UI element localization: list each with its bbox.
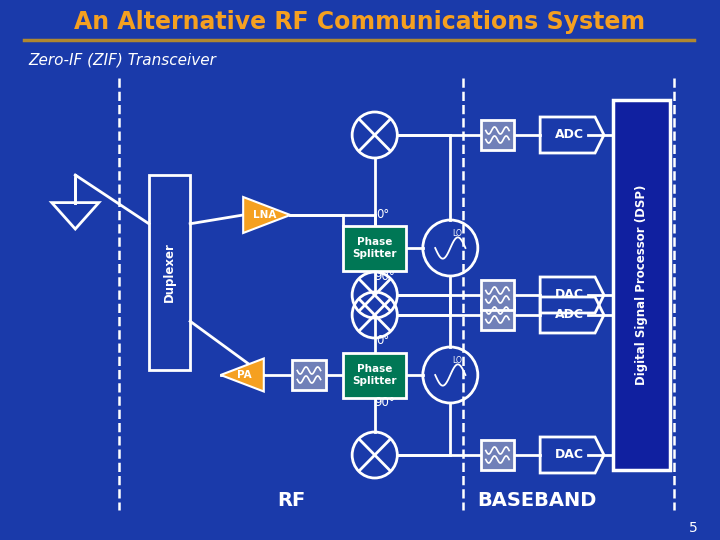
Text: Zero-IF (ZIF) Transceiver: Zero-IF (ZIF) Transceiver bbox=[28, 52, 216, 68]
Text: 90°: 90° bbox=[374, 396, 395, 409]
Text: Phase
Splitter: Phase Splitter bbox=[353, 237, 397, 259]
Bar bbox=[481, 300, 514, 330]
Polygon shape bbox=[220, 359, 264, 392]
Text: 90°: 90° bbox=[374, 269, 395, 282]
Text: BASEBAND: BASEBAND bbox=[477, 490, 596, 510]
Text: 0°: 0° bbox=[376, 207, 390, 220]
Polygon shape bbox=[243, 197, 290, 233]
Text: ADC: ADC bbox=[555, 129, 584, 141]
Bar bbox=[613, 100, 670, 470]
Text: DAC: DAC bbox=[555, 449, 584, 462]
Bar bbox=[343, 353, 406, 397]
Text: Digital Signal Processor (DSP): Digital Signal Processor (DSP) bbox=[635, 185, 648, 385]
Text: An Alternative RF Communications System: An Alternative RF Communications System bbox=[74, 10, 646, 34]
Text: DAC: DAC bbox=[555, 288, 584, 301]
Bar bbox=[292, 360, 325, 390]
Bar bbox=[481, 440, 514, 470]
Bar bbox=[343, 226, 406, 271]
Bar bbox=[481, 280, 514, 310]
Text: LNA: LNA bbox=[253, 210, 276, 220]
Text: 5: 5 bbox=[690, 521, 698, 535]
Text: LO: LO bbox=[452, 356, 462, 365]
Text: LO: LO bbox=[452, 229, 462, 238]
Text: 0°: 0° bbox=[376, 334, 390, 348]
Text: RF: RF bbox=[277, 490, 305, 510]
Text: Duplexer: Duplexer bbox=[163, 242, 176, 302]
Text: Phase
Splitter: Phase Splitter bbox=[353, 364, 397, 386]
Bar bbox=[149, 175, 190, 370]
Text: ADC: ADC bbox=[555, 308, 584, 321]
Text: PA: PA bbox=[237, 370, 252, 380]
Bar bbox=[481, 120, 514, 150]
